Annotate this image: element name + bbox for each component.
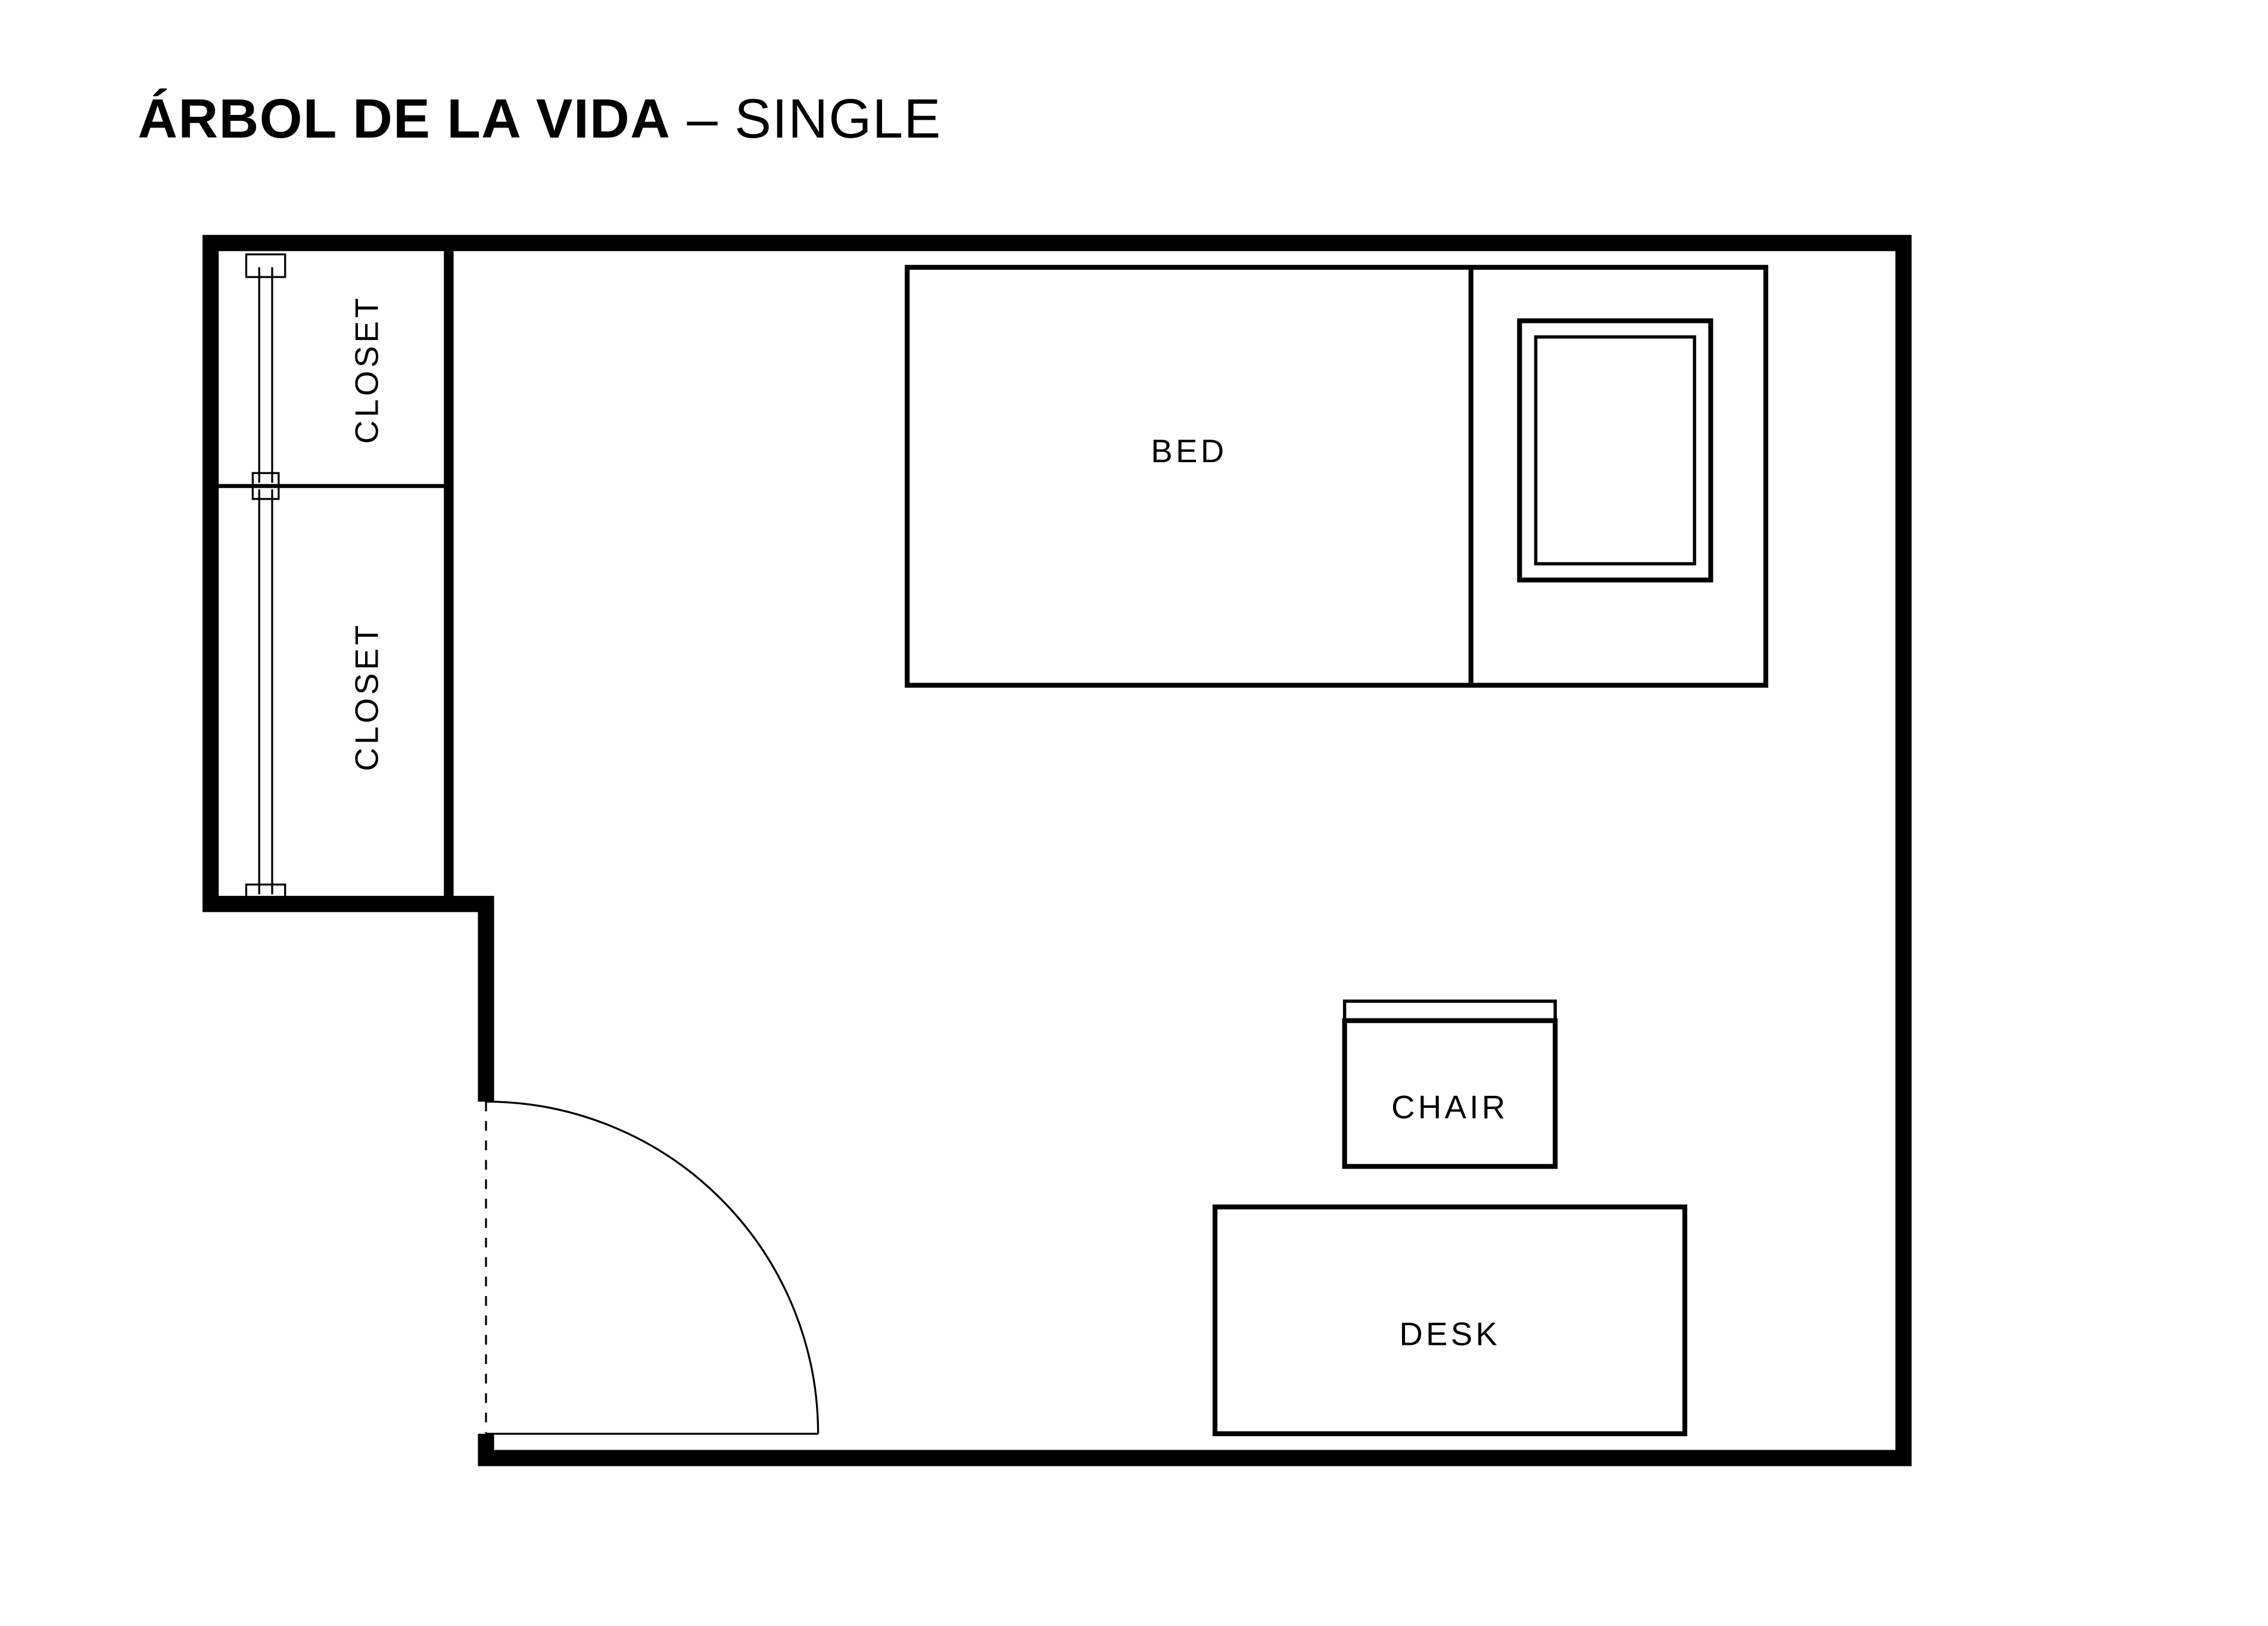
room-outline xyxy=(211,243,1904,1458)
pillow-inner xyxy=(1536,337,1695,564)
closet-rod-bracket xyxy=(246,254,285,277)
pillow-outer xyxy=(1519,321,1711,580)
floorplan-title: ÁRBOL DE LA VIDA – SINGLE xyxy=(138,88,941,149)
chair-label: CHAIR xyxy=(1391,1089,1508,1126)
bed-label: BED xyxy=(1151,433,1227,469)
bed-outline xyxy=(907,267,1766,686)
closet-label: CLOSET xyxy=(349,295,385,444)
chair-back xyxy=(1345,1001,1556,1021)
door-swing-arc xyxy=(486,1102,818,1434)
closet-label: CLOSET xyxy=(349,622,385,771)
desk-label: DESK xyxy=(1399,1316,1500,1352)
